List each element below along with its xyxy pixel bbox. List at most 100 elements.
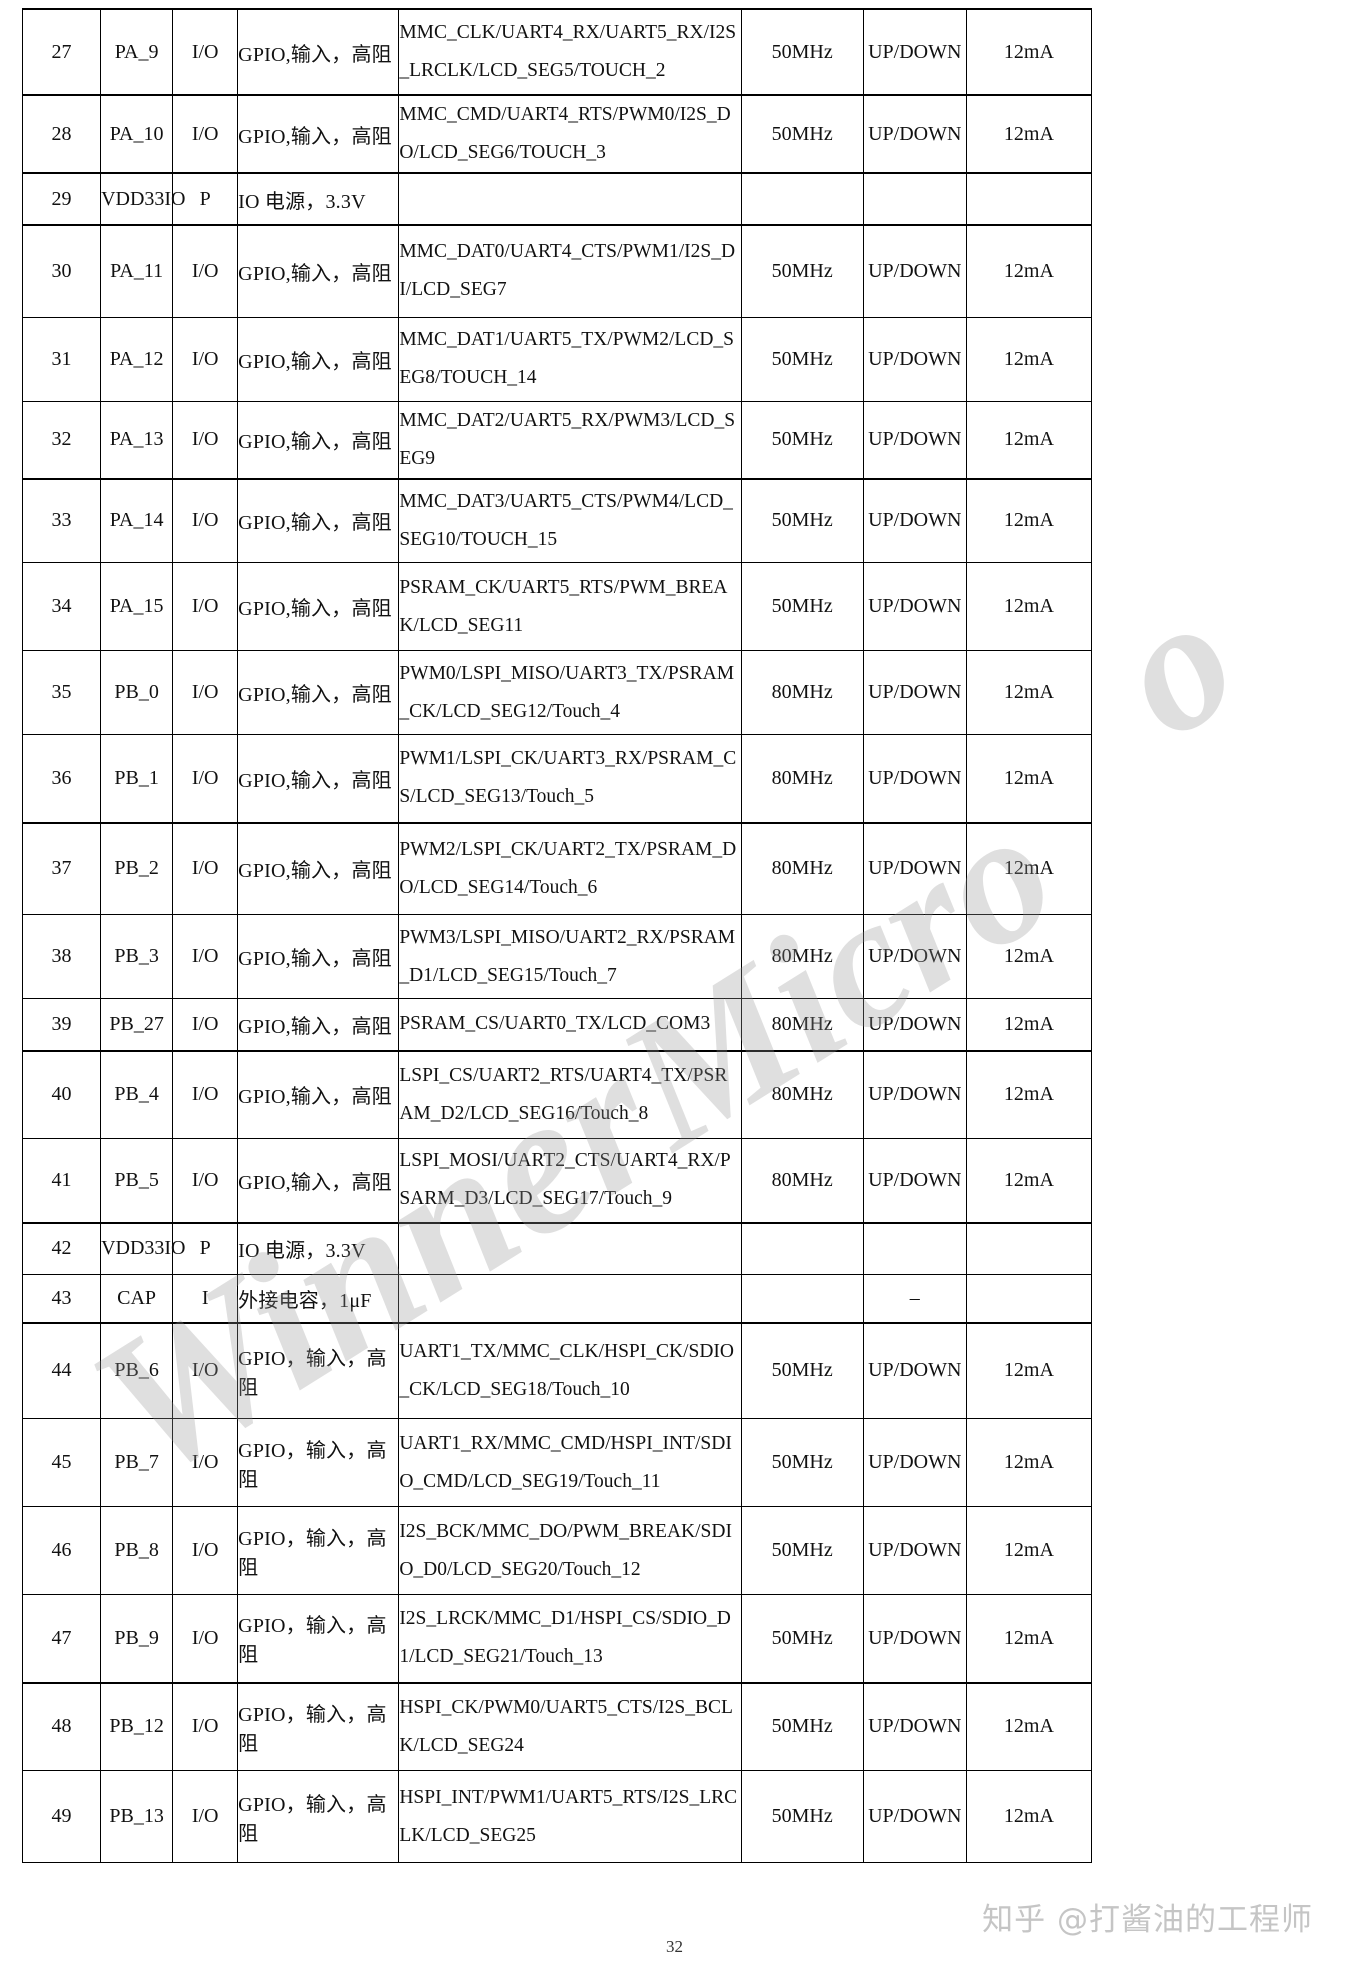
pin-type-cell: I/O xyxy=(172,998,239,1052)
multiplex-function-cell: MMC_DAT1/UART5_TX/PWM2/LCD_SEG8/TOUCH_14 xyxy=(398,316,742,402)
default-state-cell: GPIO,输入，高阻 xyxy=(237,1049,400,1140)
multiplex-function-cell: PWM2/LSPI_CK/UART2_TX/PSRAM_DO/LCD_SEG14… xyxy=(398,821,742,916)
multiplex-function-cell-text: PWM3/LSPI_MISO/UART2_RX/PSRAM_D1/LCD_SEG… xyxy=(399,926,736,986)
pin-name-cell: PB_27 xyxy=(100,998,174,1052)
drive-current-cell: 12mA xyxy=(965,821,1093,916)
watermark-footer-credit: 知乎 @打酱油的工程师 xyxy=(982,1902,1313,1938)
pin-number-cell: 35 xyxy=(21,650,102,736)
max-frequency-cell: 80MHz xyxy=(740,914,864,1000)
default-state-cell: GPIO，输入，高阻 xyxy=(237,1321,400,1420)
pull-updown-cell-text: UP/DOWN xyxy=(868,509,962,532)
pull-updown-cell: UP/DOWN xyxy=(862,1418,967,1508)
max-frequency-cell: 50MHz xyxy=(740,8,864,96)
pin-name-cell-text: CAP xyxy=(117,1286,157,1309)
pin-name-cell-text: PB_1 xyxy=(114,766,159,789)
default-state-cell: GPIO，输入，高阻 xyxy=(237,1418,400,1508)
pull-updown-cell: UP/DOWN xyxy=(862,8,967,96)
default-state-cell-text: GPIO,输入，高阻 xyxy=(238,431,392,454)
max-frequency-cell: 80MHz xyxy=(740,650,864,736)
pin-type-cell: I/O xyxy=(172,1418,239,1508)
pin-type-cell-text: I/O xyxy=(191,1715,219,1738)
drive-current-cell-text: 12mA xyxy=(1003,766,1054,789)
pin-type-cell: I/O xyxy=(172,1049,239,1140)
drive-current-cell-text: 12mA xyxy=(1003,1715,1054,1738)
pin-type-cell-text: I/O xyxy=(191,1083,219,1106)
multiplex-function-cell-text: MMC_DAT1/UART5_TX/PWM2/LCD_SEG8/TOUCH_14 xyxy=(399,329,735,389)
table-row: 31 PA_12 I/O GPIO,输入，高阻 MMC_DAT1/UART5_TX/PW… xyxy=(21,316,1093,402)
drive-current-cell-text: 12mA xyxy=(1003,595,1054,618)
pin-type-cell: I/O xyxy=(172,821,239,916)
max-frequency-cell-text: 50MHz xyxy=(771,122,833,145)
pin-type-cell: I/O xyxy=(172,93,239,174)
pin-type-cell-text: I/O xyxy=(191,595,219,618)
pin-type-cell: I/O xyxy=(172,1594,239,1684)
pin-name-cell-text: PB_5 xyxy=(114,1168,159,1191)
pin-number-cell-text: 27 xyxy=(51,40,72,63)
pin-type-cell: I/O xyxy=(172,1506,239,1596)
drive-current-cell: 12mA xyxy=(965,650,1093,736)
pin-type-cell-text: P xyxy=(199,187,211,210)
drive-current-cell: 12mA xyxy=(965,1321,1093,1420)
pull-updown-cell-text: UP/DOWN xyxy=(868,1715,962,1738)
pull-updown-cell-text: UP/DOWN xyxy=(868,1805,962,1828)
pull-updown-cell-text: UP/DOWN xyxy=(868,1012,962,1035)
pin-number-cell-text: 41 xyxy=(51,1168,72,1191)
pull-updown-cell: UP/DOWN xyxy=(862,477,967,564)
max-frequency-cell-text: 50MHz xyxy=(771,509,833,532)
pin-name-cell: PB_0 xyxy=(100,650,174,736)
pin-number-cell: 45 xyxy=(21,1418,102,1508)
multiplex-function-cell: LSPI_MOSI/UART2_CTS/UART4_RX/PSARM_D3/LC… xyxy=(398,1138,742,1224)
drive-current-cell xyxy=(965,1274,1093,1324)
drive-current-cell: 12mA xyxy=(965,562,1093,652)
pin-number-cell-text: 37 xyxy=(51,857,72,880)
pull-updown-cell-text: UP/DOWN xyxy=(868,347,962,370)
multiplex-function-cell: MMC_DAT3/UART5_CTS/PWM4/LCD_SEG10/TOUCH_… xyxy=(398,477,742,564)
pull-updown-cell: UP/DOWN xyxy=(862,734,967,824)
max-frequency-cell: 50MHz xyxy=(740,1770,864,1864)
pin-type-cell-text: I/O xyxy=(191,857,219,880)
table-row: 44 PB_6 I/O GPIO，输入，高阻 UART1_TX/MMC_CLK/HSPI… xyxy=(21,1321,1093,1420)
default-state-cell-text: 外接电容，1μF xyxy=(238,1289,372,1312)
pin-type-cell: I/O xyxy=(172,477,239,564)
pin-name-cell-text: PA_11 xyxy=(110,259,164,282)
table-row: 36 PB_1 I/O GPIO,输入，高阻 PWM1/LSPI_CK/UART3_RX… xyxy=(21,734,1093,824)
pin-number-cell-text: 39 xyxy=(51,1012,72,1035)
max-frequency-cell: 80MHz xyxy=(740,1049,864,1140)
multiplex-function-cell-text: PSRAM_CS/UART0_TX/LCD_COM3 xyxy=(399,1013,711,1035)
default-state-cell-text: GPIO,输入，高阻 xyxy=(238,125,392,148)
default-state-cell: GPIO，输入，高阻 xyxy=(237,1681,400,1772)
drive-current-cell-text: 12mA xyxy=(1003,1805,1054,1828)
pin-number-cell-text: 43 xyxy=(51,1286,72,1309)
pin-number-cell: 44 xyxy=(21,1321,102,1420)
pin-name-cell: VDD33IO xyxy=(100,172,186,226)
max-frequency-cell-text: 80MHz xyxy=(771,1083,833,1106)
default-state-cell: GPIO,输入，高阻 xyxy=(237,8,400,96)
pull-updown-cell: UP/DOWN xyxy=(862,914,967,1000)
pin-type-cell-text: I/O xyxy=(191,1451,219,1474)
pin-type-cell-text: I xyxy=(201,1286,209,1309)
pin-type-cell: I/O xyxy=(172,1681,239,1772)
pull-updown-cell-text: UP/DOWN xyxy=(868,857,962,880)
pin-name-cell: PB_4 xyxy=(100,1049,174,1140)
drive-current-cell: 12mA xyxy=(965,400,1093,480)
pin-name-cell: PB_7 xyxy=(100,1418,174,1508)
pin-type-cell: I/O xyxy=(172,1138,239,1224)
pull-updown-cell-text: UP/DOWN xyxy=(868,428,962,451)
pin-number-cell: 34 xyxy=(21,562,102,652)
pull-updown-cell-text: UP/DOWN xyxy=(868,1539,962,1562)
pull-updown-cell: UP/DOWN xyxy=(862,1770,967,1864)
default-state-cell-text: IO 电源，3.3V xyxy=(238,1240,366,1263)
pin-description-sheet: 27 PA_9 I/O GPIO,输入，高阻 MMC_CLK/UART4_RX/UART… xyxy=(21,8,1093,1864)
max-frequency-cell: 50MHz xyxy=(740,224,864,318)
pin-name-cell: PA_11 xyxy=(100,224,174,318)
pull-updown-cell-text: UP/DOWN xyxy=(868,1083,962,1106)
pin-type-cell: P xyxy=(172,1221,239,1276)
table-row: 30 PA_11 I/O GPIO,输入，高阻 MMC_DAT0/UART4_CTS/P… xyxy=(21,224,1093,318)
max-frequency-cell xyxy=(740,172,864,226)
pin-number-cell: 31 xyxy=(21,316,102,402)
pin-name-cell-text: PB_12 xyxy=(109,1715,164,1738)
pin-number-cell-text: 44 xyxy=(51,1359,72,1382)
pin-name-cell-text: PB_8 xyxy=(114,1539,159,1562)
drive-current-cell-text: 12mA xyxy=(1003,1012,1054,1035)
pin-number-cell: 38 xyxy=(21,914,102,1000)
